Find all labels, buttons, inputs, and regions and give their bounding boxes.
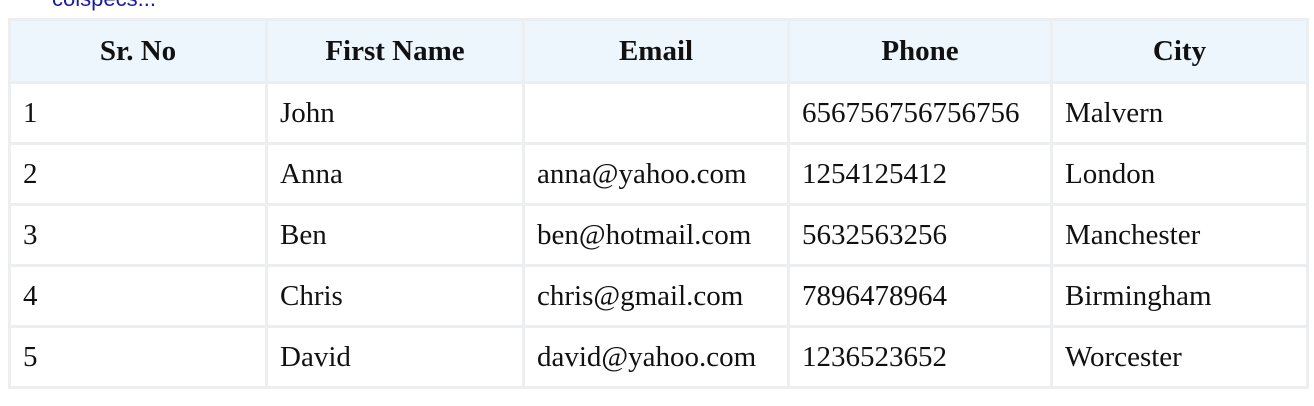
header-cell: Email <box>522 18 790 84</box>
data-table: Sr. No First Name Email Phone City 1 John 6567… <box>8 18 1309 389</box>
table-cell: 1254125412 <box>787 142 1053 206</box>
table-cell: David <box>265 325 525 389</box>
table-cell: 3 <box>8 203 268 267</box>
header-cell: Sr. No <box>8 18 268 84</box>
table-cell: 1236523652 <box>787 325 1053 389</box>
table-cell: 5632563256 <box>787 203 1053 267</box>
table-row: 2 Anna anna@yahoo.com 1254125412 London <box>8 142 1309 206</box>
table-cell: Worcester <box>1050 325 1309 389</box>
table-cell: 656756756756756 <box>787 81 1053 145</box>
table-cell: 1 <box>8 81 268 145</box>
header-cell: Phone <box>787 18 1053 84</box>
table-cell: Birmingham <box>1050 264 1309 328</box>
table-cell: London <box>1050 142 1309 206</box>
header-cell: City <box>1050 18 1309 84</box>
table-cell: 4 <box>8 264 268 328</box>
table-cell: david@yahoo.com <box>522 325 790 389</box>
table-cell: Manchester <box>1050 203 1309 267</box>
table-row: 3 Ben ben@hotmail.com 5632563256 Manchester <box>8 203 1309 267</box>
table-cell: anna@yahoo.com <box>522 142 790 206</box>
table-cell: ben@hotmail.com <box>522 203 790 267</box>
table-cell: Ben <box>265 203 525 267</box>
table-cell: chris@gmail.com <box>522 264 790 328</box>
table-cell: 7896478964 <box>787 264 1053 328</box>
header-cell: First Name <box>265 18 525 84</box>
table-cell: Chris <box>265 264 525 328</box>
table-cell: Malvern <box>1050 81 1309 145</box>
table-row: 4 Chris chris@gmail.com 7896478964 Birmingha… <box>8 264 1309 328</box>
caption: colspecs... <box>52 0 156 12</box>
table-cell: 2 <box>8 142 268 206</box>
header-row: Sr. No First Name Email Phone City <box>8 18 1309 84</box>
table-cell: John <box>265 81 525 145</box>
table-row: 5 David david@yahoo.com 1236523652 Worcester <box>8 325 1309 389</box>
table-cell: Anna <box>265 142 525 206</box>
table-body: 1 John 656756756756756 Malvern 2 Anna anna@yah… <box>8 81 1309 389</box>
table-row: 1 John 656756756756756 Malvern <box>8 81 1309 145</box>
table-cell: 5 <box>8 325 268 389</box>
table-cell <box>522 81 790 145</box>
